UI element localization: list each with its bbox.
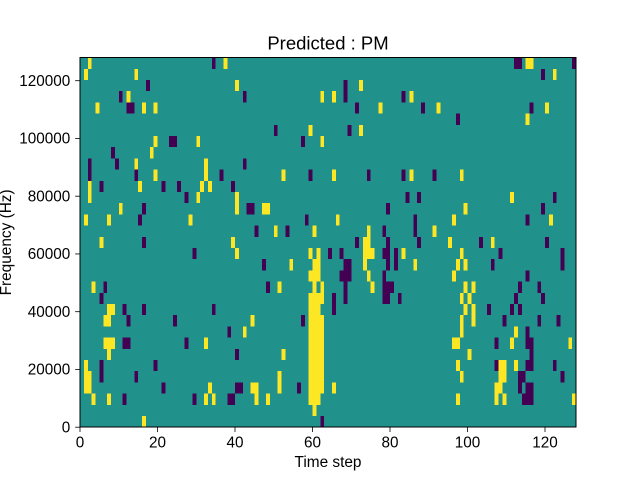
svg-text:120000: 120000: [19, 73, 70, 90]
svg-text:80: 80: [381, 435, 398, 452]
svg-text:60: 60: [304, 435, 321, 452]
svg-text:Frequency (Hz): Frequency (Hz): [0, 189, 15, 295]
svg-text:Predicted : PM: Predicted : PM: [267, 33, 388, 54]
svg-text:120: 120: [532, 435, 558, 452]
svg-text:20: 20: [149, 435, 166, 452]
svg-text:0: 0: [76, 435, 85, 452]
svg-text:0: 0: [62, 419, 71, 436]
svg-text:100: 100: [455, 435, 481, 452]
svg-text:40000: 40000: [28, 304, 71, 321]
svg-text:40: 40: [226, 435, 243, 452]
svg-text:Time step: Time step: [295, 454, 362, 471]
svg-text:20000: 20000: [28, 362, 71, 379]
svg-text:100000: 100000: [19, 131, 70, 148]
svg-text:80000: 80000: [28, 188, 71, 205]
svg-text:60000: 60000: [28, 246, 71, 263]
